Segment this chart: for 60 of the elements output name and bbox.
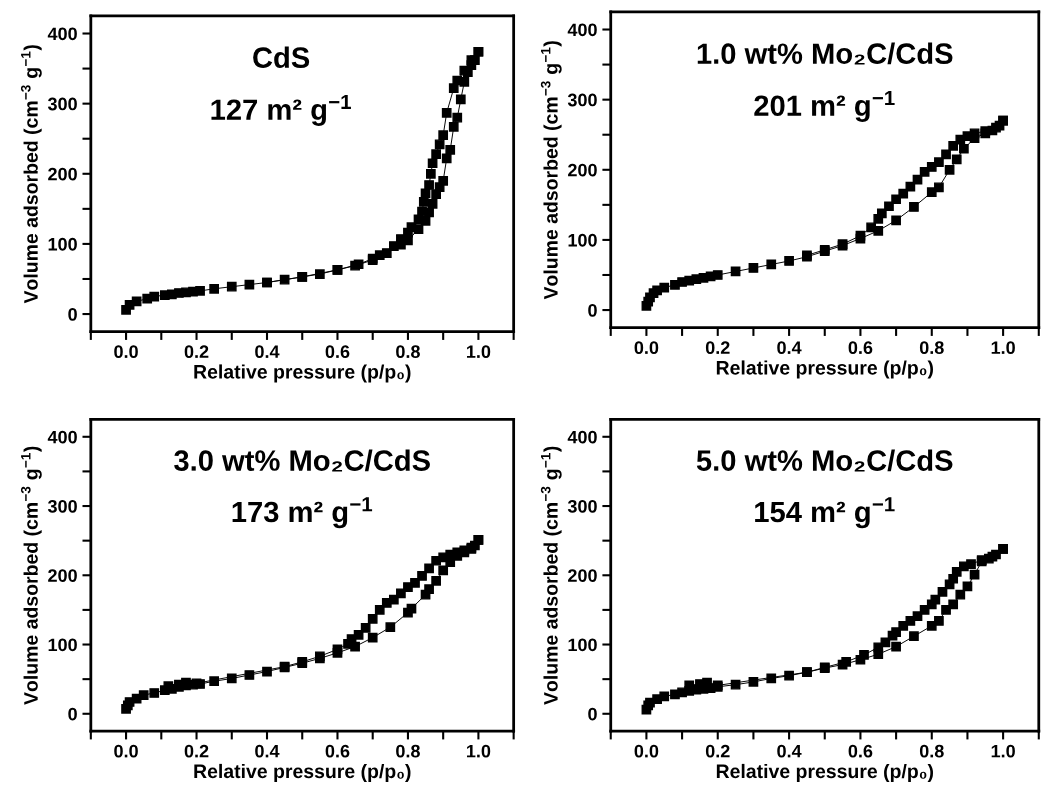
y-tick-label: 400 [567, 23, 597, 37]
y-tick-label: 200 [568, 569, 597, 582]
x-tick-label: 0.4 [777, 341, 802, 355]
annotation: 3.0 wt% Mo₂C/CdS [174, 449, 430, 472]
y-tick-label: 100 [568, 638, 597, 652]
x-tick-label: 0.4 [255, 744, 280, 758]
x-tick-label: 0.6 [325, 744, 350, 758]
y-tick-label: 0 [68, 307, 77, 321]
annotation: 5.0 wt% Mo₂C/CdS [696, 449, 953, 472]
x-tick-label: 0.8 [396, 744, 420, 758]
y-axis-title: Volume adsorbed (cm$^{−3}$ g$^{−1}$) [540, 446, 562, 705]
x-tick-label: 1.0 [467, 345, 491, 359]
x-tick-label: 1.0 [991, 341, 1015, 355]
annotation: 201 m² g$^{−1}$ [754, 90, 895, 122]
x-tick-label: 0.6 [325, 345, 350, 359]
y-tick-label: 300 [47, 499, 77, 513]
y-tick-label: 0 [588, 303, 597, 317]
x-tick-label: 0.6 [848, 341, 873, 355]
y-tick-label: 0 [588, 707, 597, 721]
x-tick-label: 0.8 [396, 345, 420, 359]
annotation: CdS [253, 46, 310, 68]
x-axis-title: Relative pressure (p/p₀) [716, 763, 933, 783]
y-tick-label: 300 [567, 499, 597, 513]
annotation: 127 m² g$^{−1}$ [211, 94, 351, 126]
x-tick-label: 0.2 [705, 341, 730, 355]
x-tick-label: 1.0 [991, 744, 1015, 758]
y-tick-label: 300 [47, 97, 77, 111]
y-tick-label: 200 [48, 569, 77, 582]
x-tick-label: 0.0 [634, 341, 659, 355]
x-tick-label: 0.4 [255, 345, 280, 359]
x-tick-label: 0.6 [848, 744, 873, 758]
y-tick-label: 400 [47, 430, 77, 444]
x-tick-label: 0.4 [777, 744, 802, 758]
annotation: 173 m² g$^{−1}$ [232, 497, 373, 529]
x-tick-label: 0.0 [634, 744, 659, 758]
x-tick-label: 1.0 [467, 744, 491, 758]
x-axis-title: Relative pressure (p/p₀) [194, 364, 411, 383]
x-tick-label: 0.8 [919, 744, 944, 758]
annotation: 1.0 wt% Mo₂C/CdS [697, 42, 953, 65]
annotation: 154 m² g$^{−1}$ [755, 497, 895, 529]
x-tick-label: 0.0 [114, 744, 138, 758]
x-tick-label: 0.2 [705, 744, 730, 758]
x-axis-title: Relative pressure (p/p₀) [194, 763, 411, 783]
y-tick-label: 300 [567, 93, 597, 107]
y-tick-label: 100 [48, 638, 77, 652]
y-tick-label: 100 [48, 237, 77, 251]
y-tick-label: 400 [47, 27, 77, 41]
y-tick-label: 100 [568, 233, 597, 247]
x-axis-title: Relative pressure (p/p₀) [716, 360, 933, 379]
x-tick-label: 0.2 [184, 744, 209, 758]
y-tick-label: 0 [68, 707, 77, 721]
y-tick-label: 400 [567, 430, 597, 444]
y-tick-label: 200 [48, 167, 77, 181]
y-tick-label: 200 [568, 163, 597, 177]
y-axis-title: Volume adsorbed (cm$^{−3}$ g$^{−1}$) [20, 45, 42, 304]
y-axis-title: Volume adsorbed (cm$^{−3}$ g$^{−1}$) [20, 446, 42, 705]
x-tick-label: 0.8 [919, 341, 944, 355]
y-axis-title: Volume adsorbed (cm$^{−3}$ g$^{−1}$) [540, 41, 562, 300]
x-tick-label: 0.2 [184, 345, 209, 359]
x-tick-label: 0.0 [114, 345, 138, 359]
